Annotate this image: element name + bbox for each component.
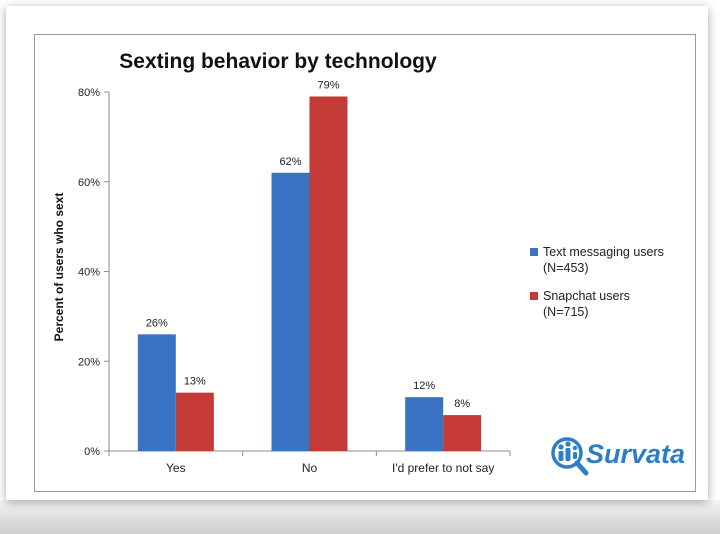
survata-logo: Survata <box>551 437 685 476</box>
y-tick-label: 20% <box>78 356 100 368</box>
page-shadow <box>0 500 720 534</box>
chart-area: Sexting behavior by technology Percent o… <box>34 34 696 492</box>
bar <box>443 415 482 451</box>
y-axis-label: Percent of users who sext <box>52 193 66 342</box>
legend-swatch <box>530 248 538 256</box>
data-label: 13% <box>184 376 206 388</box>
bar <box>309 96 348 452</box>
bar <box>271 172 310 451</box>
legend-label: Text messaging users <box>543 245 664 259</box>
legend-sample-size: (N=453) <box>543 261 589 275</box>
data-label: 62% <box>279 156 301 168</box>
y-tick-label: 0% <box>84 446 100 458</box>
legend: Text messaging users (N=453) Snapchat user… <box>530 245 664 319</box>
x-category-label: No <box>302 461 318 475</box>
data-label: 12% <box>413 380 435 392</box>
bar-chart: Sexting behavior by technology Percent o… <box>52 50 685 476</box>
chart-title: Sexting behavior by technology <box>119 50 437 73</box>
magnifier-people-icon <box>551 437 589 476</box>
data-label: 26% <box>146 317 168 329</box>
y-tick-label: 80% <box>78 87 100 99</box>
x-category-label: Yes <box>166 461 186 475</box>
y-tick-label: 40% <box>78 267 100 279</box>
chart-card: Sexting behavior by technology Percent o… <box>6 6 708 500</box>
data-label: 79% <box>317 79 339 91</box>
bar <box>405 397 444 451</box>
y-tick-label: 60% <box>78 177 100 189</box>
plot-area: 0% 20% 40% 60% 80% Yes 26% 13% No 62% 79% I'd prefe… <box>78 79 511 475</box>
bar <box>175 392 214 451</box>
x-category-label: I'd prefer to not say <box>392 461 494 475</box>
legend-sample-size: (N=715) <box>543 305 589 319</box>
bar <box>137 334 176 451</box>
legend-label: Snapchat users <box>543 289 630 303</box>
data-label: 8% <box>454 398 470 410</box>
logo-text: Survata <box>586 439 685 469</box>
legend-swatch <box>530 292 538 300</box>
